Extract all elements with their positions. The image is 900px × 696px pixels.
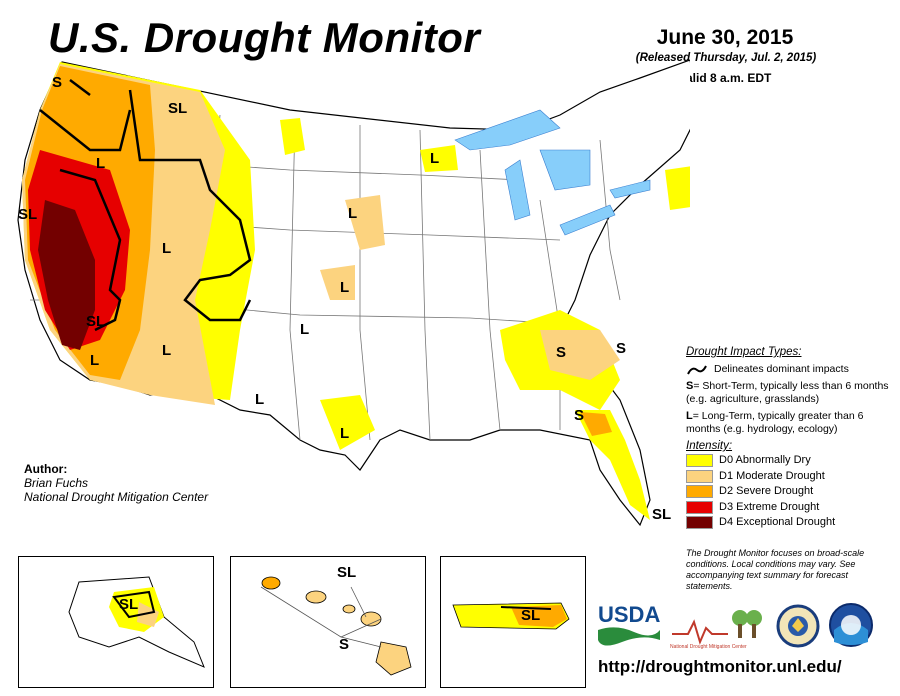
conus-drought-map: S SL L SL L SL L L L L L L L L L S S S S… bbox=[17, 59, 690, 527]
intensity-label: D3 Extreme Drought bbox=[719, 500, 820, 513]
map-label-l: L bbox=[162, 240, 171, 257]
impact-labels: S SL L SL L SL L L L L L L L L L S S S S… bbox=[18, 74, 671, 523]
map-label-sl: SL bbox=[521, 607, 540, 624]
usda-logo-graphic: USDA bbox=[598, 602, 660, 646]
puerto-rico-inset: SL bbox=[440, 556, 586, 688]
long-term-row: L= Long-Term, typically greater than 6 m… bbox=[686, 410, 892, 436]
short-term-row: S= Short-Term, typically less than 6 mon… bbox=[686, 380, 892, 406]
map-title: U.S. Drought Monitor bbox=[48, 14, 481, 61]
map-label-sl: SL bbox=[119, 596, 138, 613]
alaska-map: SL bbox=[68, 576, 205, 668]
author-name: Brian Fuchs bbox=[24, 476, 89, 490]
usda-logo: USDA bbox=[596, 598, 662, 652]
hawaii-map: SL S bbox=[260, 564, 412, 676]
map-label-s: S bbox=[52, 74, 62, 91]
puerto-rico-map: SL bbox=[452, 602, 570, 630]
intensity-row: D1 Moderate Drought bbox=[686, 469, 892, 485]
intensity-heading: Intensity: bbox=[686, 440, 733, 452]
d3-swatch bbox=[686, 500, 713, 514]
long-term-key: L bbox=[686, 410, 693, 422]
website-link[interactable]: http://droughtmonitor.unl.edu/ bbox=[598, 657, 842, 676]
impact-boundaries bbox=[39, 79, 252, 332]
intensity-label: D4 Exceptional Drought bbox=[719, 516, 836, 529]
map-label-l: L bbox=[255, 391, 264, 408]
alaska-inset: SL bbox=[18, 556, 214, 688]
intensity-row: D3 Extreme Drought bbox=[686, 500, 892, 516]
map-label-s: S bbox=[556, 344, 566, 361]
commerce-seal bbox=[776, 604, 820, 648]
map-label-l: L bbox=[96, 155, 105, 172]
map-label-sl: SL bbox=[168, 100, 187, 117]
ndmc-logo-graphic: National Drought Mitigation Center bbox=[670, 610, 762, 650]
d0-swatch bbox=[686, 454, 713, 468]
intensity-label: D0 Abnormally Dry bbox=[719, 454, 811, 467]
drought-polygons bbox=[22, 62, 690, 520]
map-label-sl: SL bbox=[86, 313, 105, 330]
map-label-l: L bbox=[300, 321, 309, 338]
map-label-l: L bbox=[430, 150, 439, 167]
map-label-l: L bbox=[340, 279, 349, 296]
map-label-sl: SL bbox=[18, 206, 37, 223]
release-date: (Released Thursday, Jul. 2, 2015) bbox=[635, 52, 817, 64]
intensity-row: D0 Abnormally Dry bbox=[686, 453, 892, 469]
map-label-l: L bbox=[340, 425, 349, 442]
noaa-logo-graphic bbox=[829, 603, 873, 647]
svg-text:USDA: USDA bbox=[598, 602, 660, 627]
author-block: Author: Brian Fuchs National Drought Mit… bbox=[24, 462, 208, 504]
great-lakes bbox=[454, 109, 651, 236]
map-label-s: S bbox=[574, 407, 584, 424]
hawaii-inset: SL S bbox=[230, 556, 426, 688]
d0-area-montana bbox=[280, 118, 305, 155]
intensity-label: D2 Severe Drought bbox=[719, 485, 814, 498]
delineates-text: Delineates dominant impacts bbox=[714, 363, 849, 375]
ndmc-logo: National Drought Mitigation Center bbox=[668, 604, 774, 652]
d4-area-california bbox=[38, 200, 95, 350]
map-label-sl: SL bbox=[337, 564, 356, 581]
intensity-row: D2 Severe Drought bbox=[686, 484, 892, 500]
d1-area-south-dakota bbox=[345, 195, 385, 250]
map-label-s: S bbox=[339, 636, 349, 653]
intensity-label: D1 Moderate Drought bbox=[719, 469, 825, 482]
valid-time: Valid 8 a.m. EDT bbox=[678, 71, 772, 85]
short-term-key: S bbox=[686, 380, 694, 392]
long-term-text: = Long-Term, typically greater than 6 mo… bbox=[686, 410, 864, 435]
map-label-l: L bbox=[348, 205, 357, 222]
d1-area-kansas bbox=[320, 265, 355, 300]
author-org: National Drought Mitigation Center bbox=[24, 490, 209, 504]
map-date: June 30, 2015 bbox=[656, 26, 794, 49]
d1-area-southeast bbox=[540, 330, 620, 380]
delineates-row: Delineates dominant impacts bbox=[686, 363, 892, 376]
short-term-text: = Short-Term, typically less than 6 mont… bbox=[686, 380, 889, 405]
intensity-row: D4 Exceptional Drought bbox=[686, 515, 892, 531]
d0-area-texas bbox=[320, 395, 375, 450]
d2-swatch bbox=[686, 485, 713, 499]
commerce-seal-graphic bbox=[776, 604, 820, 648]
map-label-s: S bbox=[616, 340, 626, 357]
d4-swatch bbox=[686, 516, 713, 530]
d0-area-new-england bbox=[665, 166, 690, 210]
disclaimer-note: The Drought Monitor focuses on broad-sca… bbox=[686, 548, 865, 591]
map-label-l: L bbox=[162, 342, 171, 359]
d0-area-minnesota bbox=[420, 145, 458, 172]
legend: Drought Impact Types: Delineates dominan… bbox=[686, 346, 892, 531]
boundary-line-icon bbox=[687, 365, 707, 374]
d2-area-georgia bbox=[580, 412, 612, 436]
map-label-l: L bbox=[90, 352, 99, 369]
svg-text:National Drought Mitigation Ce: National Drought Mitigation Center bbox=[670, 644, 747, 650]
noaa-logo bbox=[828, 602, 874, 648]
map-label-sl: SL bbox=[652, 506, 671, 523]
d0-area-florida bbox=[575, 410, 650, 520]
d1-swatch bbox=[686, 469, 713, 483]
impact-types-heading: Drought Impact Types: bbox=[686, 346, 802, 358]
author-heading: Author: bbox=[24, 462, 68, 476]
